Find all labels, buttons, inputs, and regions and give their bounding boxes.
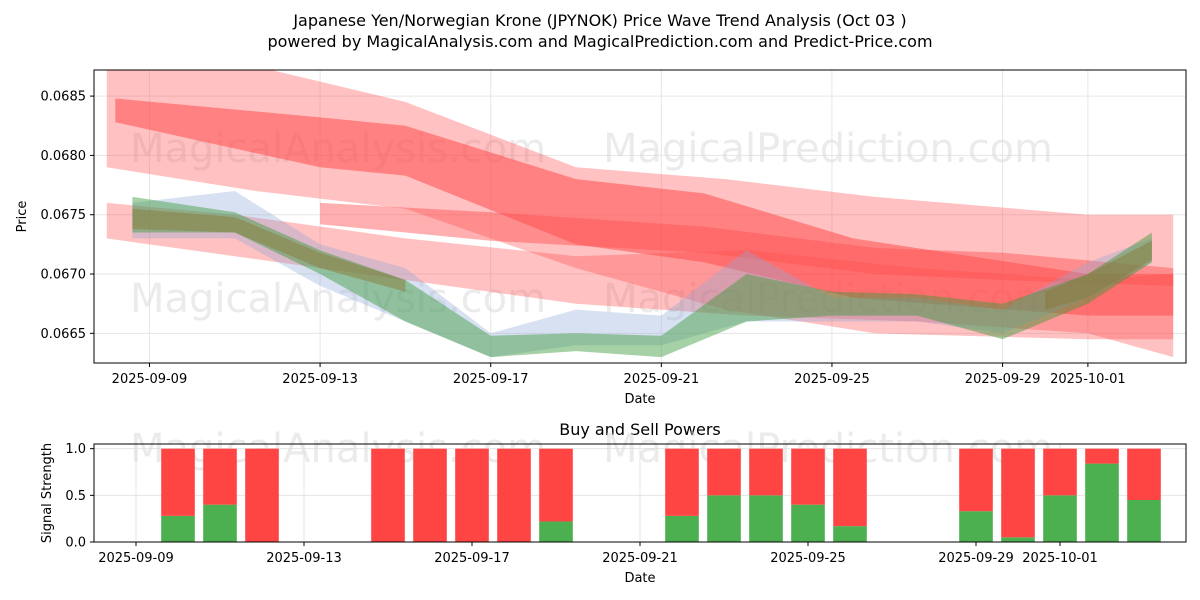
buy-bar bbox=[1043, 495, 1077, 542]
y-tick-label: 0.0685 bbox=[41, 90, 87, 105]
sell-bar bbox=[833, 448, 867, 527]
main-plot-frame bbox=[93, 69, 1187, 364]
sell-bar bbox=[413, 448, 447, 542]
x-tick-label: 2025-09-25 bbox=[794, 372, 870, 387]
band-red-core-lower bbox=[320, 202, 1174, 286]
y-tick-label: 0.0670 bbox=[41, 268, 87, 283]
bar-x-tick-label: 2025-09-29 bbox=[938, 551, 1014, 566]
buy-bar bbox=[203, 504, 237, 542]
band-red-wide-lower bbox=[106, 202, 1174, 358]
bar-chart-title: Buy and Sell Powers bbox=[559, 420, 721, 439]
watermark-text: MagicalAnalysis.com bbox=[130, 276, 546, 322]
sell-bar bbox=[497, 448, 531, 542]
x-tick-label: 2025-09-21 bbox=[624, 372, 700, 387]
buy-bar bbox=[1127, 500, 1161, 542]
bar-x-tick-label: 2025-09-25 bbox=[770, 551, 846, 566]
buy-bar bbox=[791, 504, 825, 542]
x-tick-label: 2025-10-01 bbox=[1050, 372, 1126, 387]
sell-bar bbox=[539, 448, 573, 522]
bar-x-tick-label: 2025-09-13 bbox=[266, 551, 342, 566]
y-tick-label: 0.0675 bbox=[41, 208, 87, 223]
sell-bar bbox=[791, 448, 825, 505]
sell-bar bbox=[455, 448, 489, 542]
sell-bar bbox=[707, 448, 741, 496]
x-tick-label: 2025-09-17 bbox=[453, 372, 529, 387]
bar-y-axis-label: Signal Strength bbox=[40, 443, 55, 543]
sell-bar bbox=[749, 448, 783, 496]
sell-bar bbox=[1043, 448, 1077, 496]
band-blue-wave bbox=[132, 191, 1152, 358]
y-tick-label: 0.0665 bbox=[41, 327, 87, 342]
buy-bar bbox=[161, 515, 195, 542]
buy-bar bbox=[707, 495, 741, 542]
band-red-core bbox=[115, 98, 1174, 316]
bands-group bbox=[106, 70, 1174, 358]
bar-x-axis-label: Date bbox=[624, 571, 655, 586]
buy-bar bbox=[1001, 537, 1035, 542]
price-plot: MagicalAnalysis.comMagicalAnalysis.comMa… bbox=[15, 69, 1187, 407]
sell-bar bbox=[203, 448, 237, 505]
sell-bar bbox=[959, 448, 993, 512]
bar-y-tick-label: 1.0 bbox=[65, 442, 86, 457]
y-tick-label: 0.0680 bbox=[41, 149, 87, 164]
chart-subtitle: powered by MagicalAnalysis.com and Magic… bbox=[267, 32, 932, 51]
band-brown-core bbox=[132, 208, 406, 292]
sell-bar bbox=[245, 448, 279, 542]
buy-bar bbox=[665, 515, 699, 542]
bar-x-tick-label: 2025-09-17 bbox=[434, 551, 510, 566]
buy-bar bbox=[959, 511, 993, 542]
x-tick-label: 2025-09-09 bbox=[112, 372, 188, 387]
x-axis-label: Date bbox=[624, 392, 655, 407]
x-tick-label: 2025-09-13 bbox=[282, 372, 358, 387]
watermark-text: MagicalPrediction.com bbox=[603, 126, 1053, 172]
y-axis-label: Price bbox=[15, 201, 30, 233]
sell-bar bbox=[161, 448, 195, 516]
bar-y-tick-label: 0.0 bbox=[65, 536, 86, 551]
buy-bar bbox=[539, 521, 573, 542]
buy-bar bbox=[749, 495, 783, 542]
buy-bar bbox=[833, 526, 867, 542]
chart-title: Japanese Yen/Norwegian Krone (JPYNOK) Pr… bbox=[292, 11, 906, 30]
sell-bar bbox=[1001, 448, 1035, 538]
bar-x-tick-label: 2025-10-01 bbox=[1022, 551, 1098, 566]
sell-bar bbox=[1127, 448, 1161, 500]
bar-y-tick-label: 0.5 bbox=[65, 489, 86, 504]
band-brown-end bbox=[1045, 240, 1152, 310]
sell-bar bbox=[665, 448, 699, 516]
band-green-wave bbox=[132, 196, 1152, 358]
x-tick-label: 2025-09-29 bbox=[965, 372, 1041, 387]
buy-bar bbox=[1085, 463, 1119, 542]
bar-x-tick-label: 2025-09-21 bbox=[602, 551, 678, 566]
sell-bar bbox=[1085, 448, 1119, 464]
bar-x-tick-label: 2025-09-09 bbox=[98, 551, 174, 566]
sell-bar bbox=[371, 448, 405, 542]
